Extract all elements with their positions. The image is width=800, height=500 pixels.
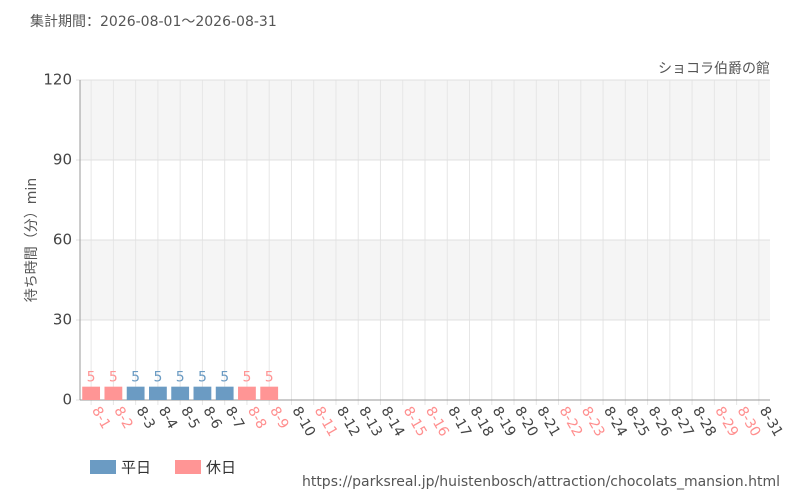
bar	[171, 386, 190, 400]
bar	[260, 386, 279, 400]
x-tick-label: 8-3	[133, 404, 158, 432]
bar	[82, 386, 101, 400]
x-tick-label: 8-31	[756, 404, 786, 440]
value-label: 5	[242, 370, 251, 386]
x-tick-label: 8-7	[222, 404, 247, 432]
y-tick-label: 90	[53, 151, 72, 169]
legend-label: 休日	[206, 459, 236, 477]
bar	[193, 386, 212, 400]
bar	[238, 386, 256, 400]
legend-swatch	[175, 460, 201, 474]
x-tick-label: 8-6	[199, 404, 224, 432]
value-label: 5	[109, 370, 118, 386]
y-tick-label: 0	[62, 391, 72, 409]
value-label: 5	[220, 370, 229, 386]
x-tick-label: 8-9	[266, 404, 291, 432]
value-label: 5	[153, 370, 162, 386]
y-axis-label: 待ち時間（分）min	[24, 178, 40, 302]
source: https://parksreal.jp/huistenbosch/attrac…	[302, 474, 780, 490]
y-tick-label: 120	[43, 71, 72, 89]
legend-swatch	[90, 460, 116, 474]
x-tick-label: 8-2	[110, 404, 135, 432]
value-label: 5	[265, 370, 274, 386]
bar	[215, 386, 234, 400]
bar	[126, 386, 145, 400]
chart-subtitle: ショコラ伯爵の館	[658, 60, 770, 77]
x-tick-label: 8-5	[177, 404, 202, 432]
value-label: 5	[131, 370, 140, 386]
value-label: 5	[87, 370, 96, 386]
chart-title: 集計期間：2026-08-01〜2026-08-31	[30, 13, 277, 30]
bar	[149, 386, 167, 400]
value-label: 5	[198, 370, 207, 386]
x-tick-label: 8-1	[88, 404, 113, 432]
x-tick-label: 8-4	[155, 404, 180, 432]
legend-label: 平日	[121, 459, 151, 477]
value-label: 5	[176, 370, 185, 386]
y-tick-label: 30	[53, 311, 72, 329]
x-tick-label: 8-8	[244, 404, 269, 432]
bar	[104, 386, 123, 400]
y-tick-label: 60	[53, 231, 72, 249]
